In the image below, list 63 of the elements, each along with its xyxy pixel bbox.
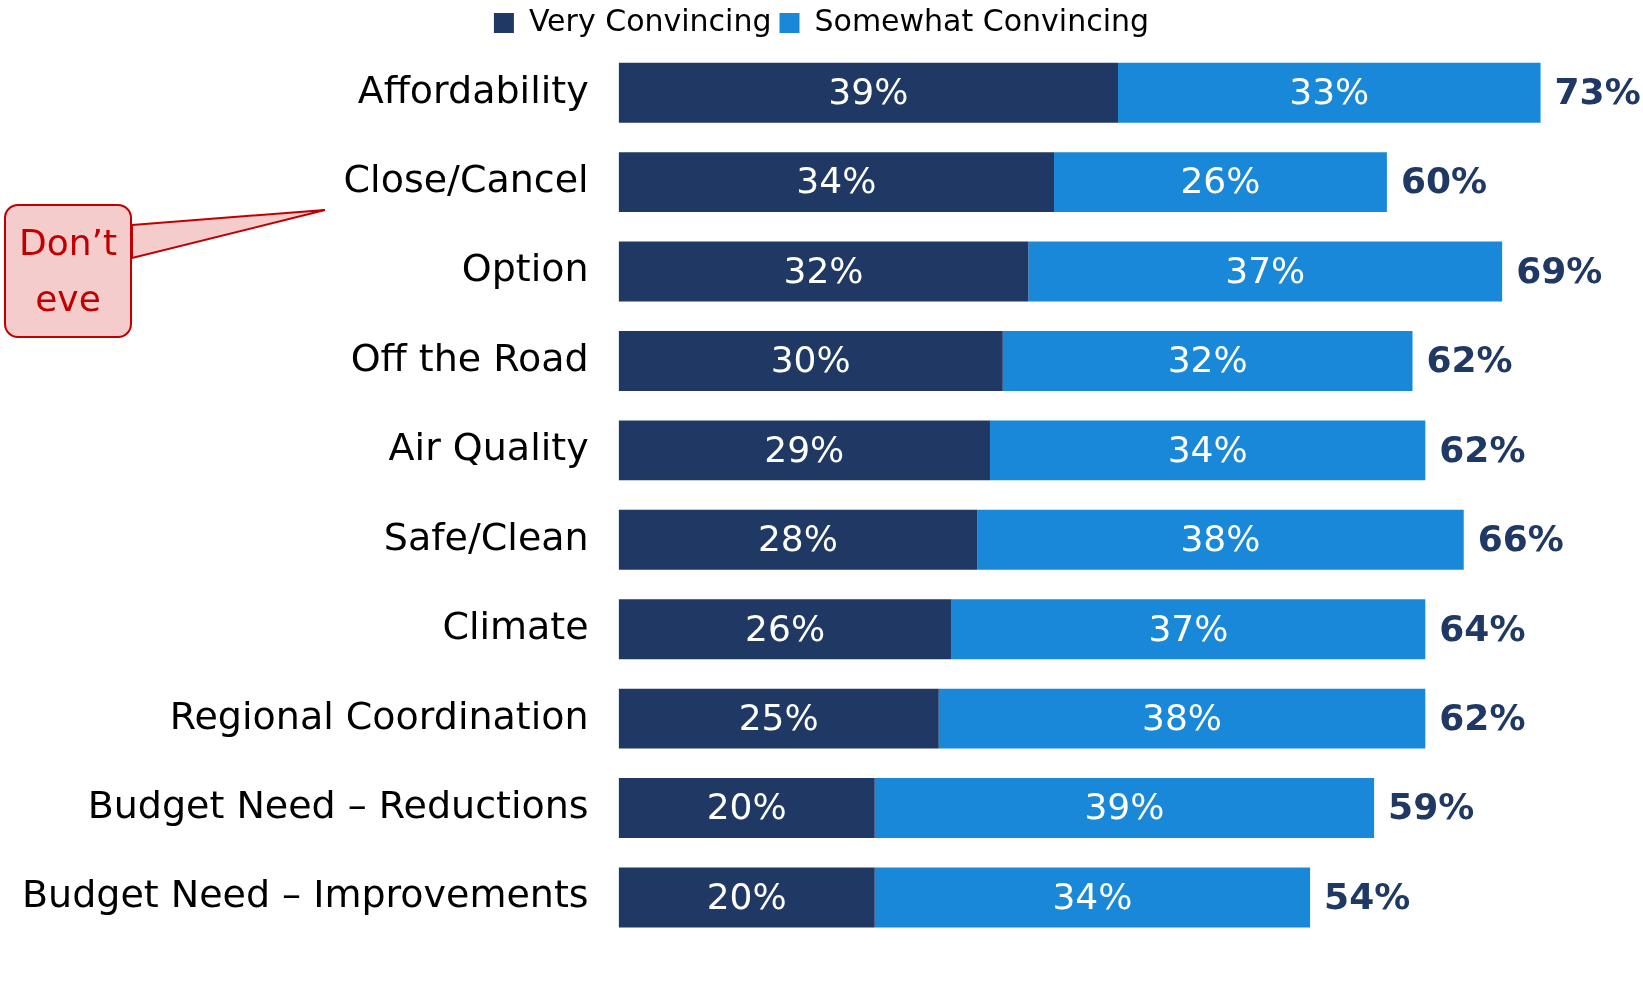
total-label: 59% bbox=[1388, 786, 1475, 828]
bar bbox=[1002, 331, 1413, 391]
y-tick-label: Option bbox=[461, 246, 589, 291]
data-label: 34% bbox=[796, 160, 877, 202]
bar bbox=[618, 62, 1119, 123]
bar bbox=[618, 420, 990, 481]
data-label: 20% bbox=[706, 786, 787, 828]
total-label: 62% bbox=[1439, 697, 1526, 739]
data-label: 29% bbox=[764, 428, 845, 470]
data-label: 30% bbox=[770, 339, 851, 381]
bar bbox=[618, 152, 1054, 213]
total-label: 64% bbox=[1439, 607, 1526, 649]
y-tick-label: Budget Need – Improvements bbox=[21, 872, 589, 917]
bar bbox=[618, 778, 875, 839]
data-label: 34% bbox=[1167, 428, 1248, 470]
bar bbox=[951, 599, 1426, 660]
bar bbox=[1028, 241, 1503, 302]
total-label: 66% bbox=[1477, 518, 1564, 560]
y-tick-label: Safe/Clean bbox=[383, 514, 589, 559]
y-tick-label: Climate bbox=[442, 604, 589, 649]
data-label: 33% bbox=[1289, 71, 1370, 113]
data-label: 39% bbox=[828, 71, 909, 113]
bar bbox=[618, 599, 952, 660]
speech-bubble: Don’t eve bbox=[4, 204, 132, 338]
data-label: 38% bbox=[1142, 697, 1223, 739]
y-tick-label: Affordability bbox=[357, 67, 589, 112]
data-label: 25% bbox=[738, 697, 819, 739]
data-label: 37% bbox=[1148, 607, 1229, 649]
data-label: 26% bbox=[745, 607, 826, 649]
bar bbox=[989, 420, 1426, 481]
legend-label: Very Convincing bbox=[528, 2, 772, 38]
legend-label: Somewhat Convincing bbox=[814, 2, 1150, 38]
y-tick-label: Regional Coordination bbox=[169, 693, 589, 738]
bar bbox=[618, 331, 1003, 391]
data-label: 34% bbox=[1052, 875, 1133, 917]
data-label: 37% bbox=[1225, 249, 1306, 291]
data-label: 38% bbox=[1180, 518, 1261, 560]
total-label: 69% bbox=[1516, 249, 1603, 291]
total-label: 62% bbox=[1439, 428, 1526, 470]
total-label: 54% bbox=[1324, 875, 1411, 917]
y-tick-label: Close/Cancel bbox=[343, 157, 589, 202]
total-label: 73% bbox=[1554, 71, 1641, 113]
data-label: 32% bbox=[1167, 339, 1248, 381]
data-label: 26% bbox=[1180, 160, 1261, 202]
data-label: 20% bbox=[706, 875, 787, 917]
total-label: 60% bbox=[1400, 160, 1488, 202]
bar bbox=[618, 509, 978, 570]
bar bbox=[618, 867, 875, 928]
bar bbox=[1053, 152, 1387, 213]
bar bbox=[874, 778, 1375, 839]
bar bbox=[938, 688, 1426, 749]
data-label: 39% bbox=[1084, 786, 1165, 828]
y-tick-label: Air Quality bbox=[388, 425, 589, 470]
bar bbox=[977, 509, 1464, 570]
bar bbox=[1118, 62, 1541, 123]
bar bbox=[618, 688, 939, 749]
y-tick-label: Off the Road bbox=[350, 335, 589, 380]
data-label: 28% bbox=[757, 518, 838, 560]
y-tick-label: Budget Need – Reductions bbox=[87, 782, 589, 827]
total-label: 62% bbox=[1426, 339, 1513, 381]
bar bbox=[618, 241, 1029, 302]
bar bbox=[874, 867, 1311, 928]
data-label: 32% bbox=[783, 249, 864, 291]
